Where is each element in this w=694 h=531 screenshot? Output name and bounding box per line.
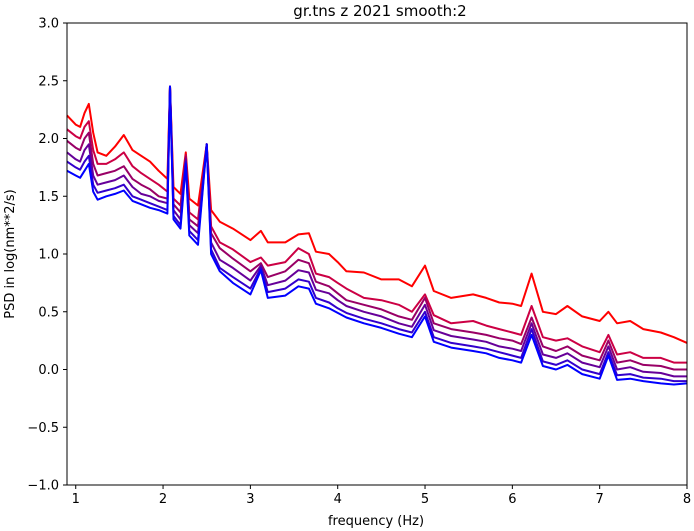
y-tick-label: 0.0 (38, 363, 59, 378)
x-tick-label: 6 (508, 492, 516, 507)
series-line-2 (66, 85, 687, 364)
y-tick-label: 0.5 (38, 305, 59, 320)
y-tick-label: −1.0 (27, 479, 59, 494)
x-axis-label: frequency (Hz) (328, 514, 424, 529)
x-tick-label: 8 (683, 492, 691, 507)
series-line-5 (66, 85, 687, 383)
y-tick-label: 2.5 (38, 74, 59, 89)
y-tick-label: 2.0 (38, 132, 59, 147)
y-tick-label: 3.0 (38, 17, 59, 32)
y-tick-label: 1.0 (38, 248, 59, 263)
x-tick-label: 1 (72, 492, 80, 507)
chart-title: gr.tns z 2021 smooth:2 (293, 2, 466, 20)
x-tick-label: 2 (159, 492, 167, 507)
plot-frame (66, 22, 688, 486)
y-tick-label: −0.5 (27, 421, 59, 436)
x-tick-label: 4 (334, 492, 342, 507)
x-tick-label: 7 (596, 492, 604, 507)
y-axis-label: PSD in log(nm**2/s) (3, 189, 18, 319)
series-line-1 (66, 85, 688, 344)
series-layer (66, 85, 688, 386)
x-tick-label: 3 (246, 492, 254, 507)
series-line-3 (66, 85, 687, 371)
x-tick-label: 5 (421, 492, 429, 507)
x-axis: 1 2 3 4 5 6 7 8 (72, 485, 691, 507)
y-tick-label: 1.5 (38, 190, 59, 205)
series-line-6 (66, 85, 688, 386)
y-axis: −1.0 −0.5 0.0 0.5 1.0 1.5 2.0 2.5 3.0 (27, 17, 67, 494)
series-line-4 (66, 85, 687, 378)
